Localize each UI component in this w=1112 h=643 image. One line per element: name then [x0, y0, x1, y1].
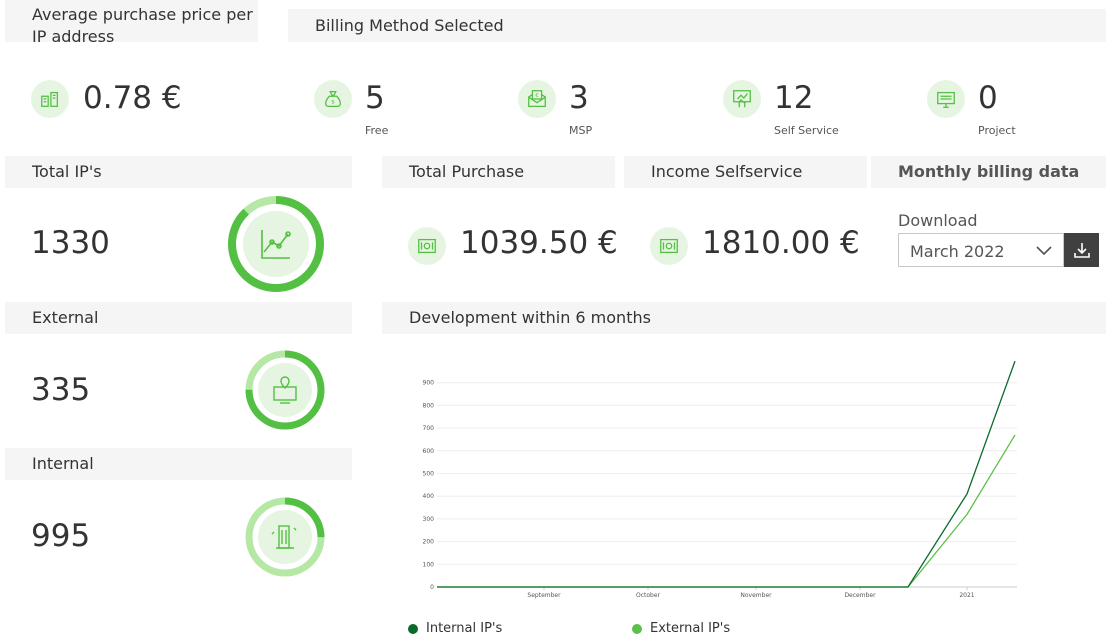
y-tick-label: 500 — [423, 471, 435, 478]
envelope-euro-icon: € — [518, 80, 556, 118]
y-tick-label: 200 — [423, 539, 435, 546]
x-tick-label: December — [844, 592, 876, 599]
monitor-icon — [927, 80, 965, 118]
internal-donut — [245, 497, 325, 577]
development-title: Development within 6 months — [409, 308, 651, 327]
billing-method-header: Billing Method Selected — [288, 9, 1106, 42]
legend-internal: Internal IP's — [408, 621, 502, 636]
building-icon — [271, 525, 297, 549]
download-button[interactable] — [1064, 233, 1099, 267]
chevron-down-icon — [1036, 246, 1052, 256]
income-selfservice-header: Income Selfservice — [624, 156, 867, 188]
cash-icon — [408, 227, 446, 265]
external-title: External — [32, 308, 99, 327]
y-tick-label: 800 — [423, 402, 435, 409]
line-chart-icon — [261, 230, 291, 259]
total-ips-donut — [228, 196, 324, 292]
total-purchase-header: Total Purchase — [382, 156, 615, 188]
external-header: External — [5, 302, 352, 334]
total-ips-header: Total IP's — [5, 156, 352, 188]
billing-project-label: Project — [978, 124, 1016, 137]
month-select[interactable]: March 2022 — [898, 233, 1064, 267]
billing-msp-value: 3 — [569, 80, 589, 116]
development-chart: 0 100 200 300 400 500 600 700 800 900 September Oct… — [423, 360, 1017, 599]
avg-price-value: 0.78 € — [83, 80, 182, 116]
x-tick-label: September — [527, 592, 561, 599]
legend-external-swatch — [632, 623, 642, 634]
x-tick-label: 2021 — [959, 592, 974, 599]
avg-price-title: Average purchase price per IP address — [32, 5, 253, 46]
location-monitor-icon — [273, 376, 297, 404]
ip-price-icon — [31, 80, 69, 118]
donut-arc — [245, 497, 325, 577]
avg-price-header: Average purchase price per IP address — [5, 0, 258, 46]
external-value: 335 — [31, 372, 91, 408]
monthly-billing-title: Monthly billing data — [898, 162, 1080, 181]
download-label: Download — [898, 211, 978, 230]
y-tick-label: 300 — [423, 516, 435, 523]
donut-center — [258, 510, 312, 564]
external-donut — [245, 350, 325, 430]
download-icon — [1073, 243, 1090, 258]
x-tick-label: November — [740, 592, 772, 599]
total-purchase-title: Total Purchase — [409, 162, 525, 181]
money-bag-icon: $ — [314, 80, 352, 118]
donut-arc — [228, 196, 324, 292]
billing-msp-label: MSP — [569, 124, 593, 137]
y-tick-label: 700 — [423, 425, 435, 432]
development-header: Development within 6 months — [382, 302, 1106, 334]
y-tick-label: 100 — [423, 561, 435, 568]
y-tick-label: 600 — [423, 448, 435, 455]
monthly-billing-header: Monthly billing data — [871, 156, 1106, 188]
hand-pointer-icon — [723, 80, 761, 118]
series-line-internal-ip-s — [437, 360, 1016, 588]
internal-header: Internal — [5, 448, 352, 480]
billing-selfservice-label: Self Service — [774, 124, 839, 137]
y-tick-label: 400 — [423, 493, 435, 500]
internal-title: Internal — [32, 454, 94, 473]
total-ips-title: Total IP's — [32, 162, 102, 181]
total-purchase-value: 1039.50 € — [460, 225, 618, 261]
legend-external-label: External IP's — [650, 621, 731, 636]
income-selfservice-value: 1810.00 € — [702, 225, 860, 261]
legend-internal-label: Internal IP's — [426, 621, 503, 636]
legend-internal-swatch — [408, 623, 418, 634]
billing-selfservice-value: 12 — [774, 80, 814, 116]
income-selfservice-title: Income Selfservice — [651, 162, 803, 181]
month-select-value: March 2022 — [910, 242, 1005, 261]
x-tick-label: October — [636, 592, 661, 599]
billing-free-label: Free — [365, 124, 389, 137]
svg-text:€: € — [535, 93, 539, 99]
internal-value: 995 — [31, 518, 91, 554]
y-tick-label: 900 — [423, 380, 435, 387]
legend-external: External IP's — [632, 621, 730, 636]
billing-free-value: 5 — [365, 80, 385, 116]
svg-text:$: $ — [331, 100, 335, 106]
donut-arc — [245, 350, 325, 430]
y-tick-label: 0 — [430, 584, 434, 591]
donut-center — [258, 363, 312, 417]
total-ips-value: 1330 — [31, 225, 110, 261]
billing-method-title: Billing Method Selected — [315, 16, 504, 35]
cash-icon — [650, 227, 688, 265]
billing-project-value: 0 — [978, 80, 998, 116]
